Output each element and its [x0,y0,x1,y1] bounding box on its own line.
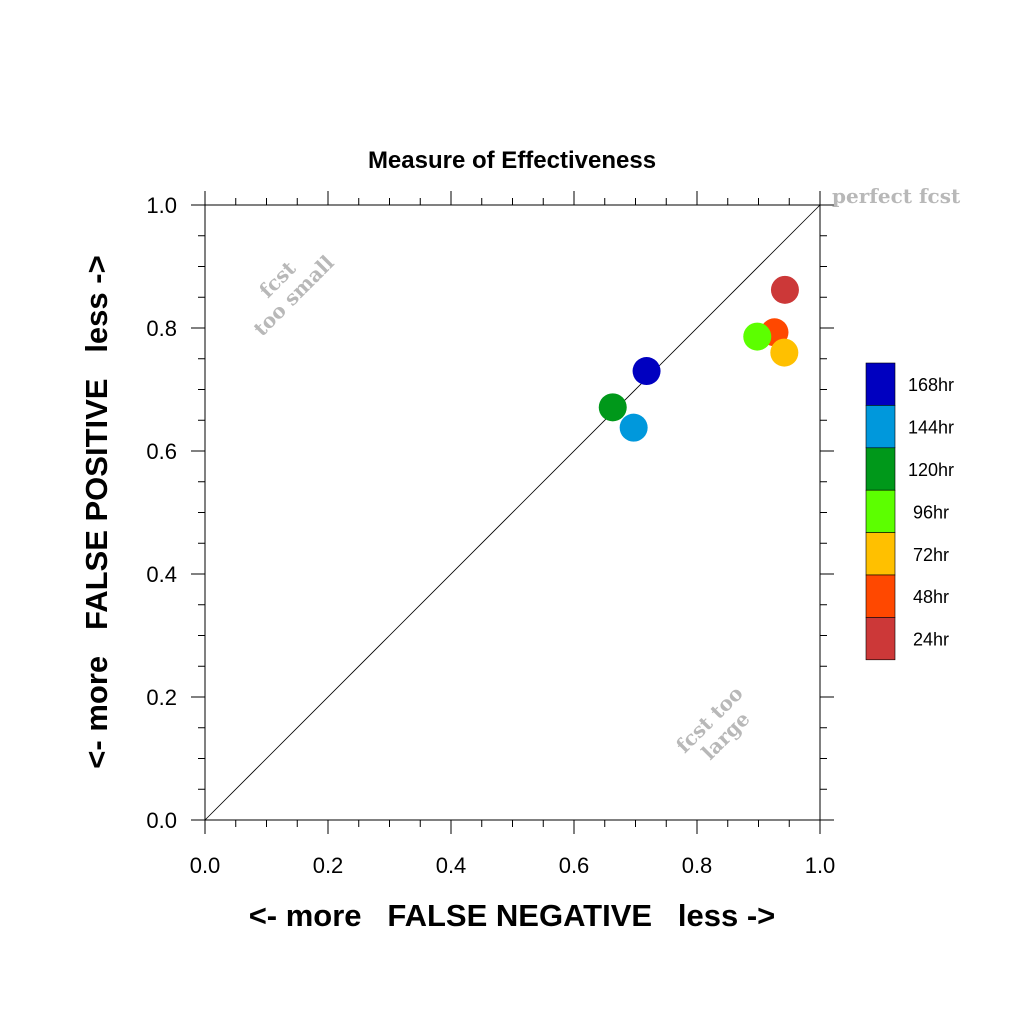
x-tick-label: 0.0 [190,853,221,878]
legend-swatch-48hr [865,574,896,618]
legend-swatch-168hr [865,362,896,406]
x-tick-label: 0.2 [313,853,344,878]
data-point-120hr [598,393,627,422]
annotation-perfect-forecast: perfect fcst [832,184,961,208]
y-tick-labels: 0.0 0.2 0.4 0.6 0.8 1.0 [146,193,177,833]
axis-ticks [191,191,834,834]
legend-label-168hr: 168hr [908,375,954,395]
legend-swatch-96hr [865,489,896,533]
legend-label-48hr: 48hr [913,587,949,607]
annotation-too-small: fcst too small [249,250,339,340]
data-point-168hr [632,357,661,386]
x-tick-label: 0.8 [682,853,713,878]
data-point-72hr [770,338,799,367]
y-tick-label: 0.4 [146,562,177,587]
legend-swatch-120hr [865,447,896,491]
data-point-144hr [619,413,648,442]
annotation-too-large: fcst too large [671,681,754,764]
data-point-96hr [743,322,772,351]
legend-label-120hr: 120hr [908,460,954,480]
x-axis-label: <- more FALSE NEGATIVE less -> [249,898,776,933]
legend-swatch-24hr [865,617,896,661]
perfect-forecast-diagonal [204,204,821,821]
data-point-24hr [770,275,799,304]
x-tick-label: 0.4 [436,853,467,878]
y-tick-label: 0.2 [146,685,177,710]
x-tick-label: 0.6 [559,853,590,878]
plot-area [191,191,834,834]
legend-swatch-144hr [865,405,896,449]
legend: 168hr 144hr 120hr 96hr 72hr 48hr 24hr [865,362,954,661]
legend-label-72hr: 72hr [913,545,949,565]
y-tick-label: 1.0 [146,193,177,218]
legend-label-144hr: 144hr [908,418,954,438]
x-tick-labels: 0.0 0.2 0.4 0.6 0.8 1.0 [190,853,836,878]
y-tick-label: 0.0 [146,808,177,833]
legend-label-96hr: 96hr [913,502,949,522]
annotation-too-small-line2: too small [249,250,339,340]
y-tick-label: 0.6 [146,439,177,464]
data-points [598,275,799,442]
legend-swatch-72hr [865,532,896,576]
y-tick-label: 0.8 [146,316,177,341]
chart-title: Measure of Effectiveness [368,147,656,174]
x-tick-label: 1.0 [805,853,836,878]
y-axis-label: <- more FALSE POSITIVE less -> [79,255,114,768]
legend-label-24hr: 24hr [913,630,949,650]
